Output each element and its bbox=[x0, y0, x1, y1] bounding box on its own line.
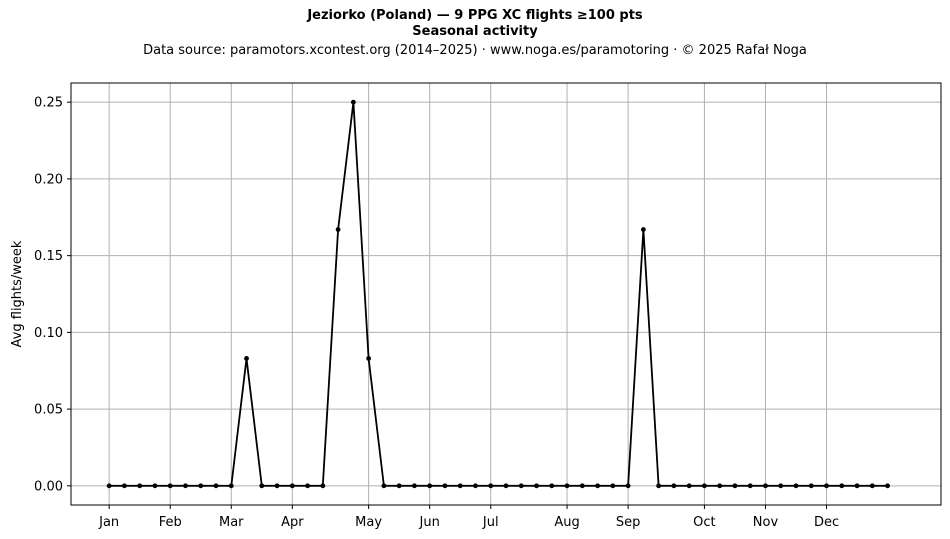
data-point bbox=[732, 483, 738, 489]
data-point bbox=[564, 483, 570, 489]
data-point bbox=[457, 483, 463, 489]
data-point bbox=[717, 483, 723, 489]
data-point bbox=[473, 483, 478, 489]
y-axis-label: Avg flights/week bbox=[10, 240, 25, 347]
x-tick-label: Mar bbox=[219, 515, 244, 530]
x-tick-label: Jul bbox=[482, 515, 499, 530]
data-point bbox=[671, 483, 677, 489]
y-tick-label: 0.25 bbox=[34, 96, 63, 111]
x-axis: Jan Feb Mar Apr May Jun Jul Aug Sep Oct Nov Dec bbox=[98, 505, 839, 530]
data-point bbox=[854, 483, 860, 489]
x-tick-label: Feb bbox=[159, 515, 182, 530]
data-point bbox=[167, 483, 173, 489]
chart-titles: Jeziorko (Poland) — 9 PPG XC flights ≥10… bbox=[0, 8, 950, 59]
data-point bbox=[396, 483, 402, 489]
data-point bbox=[381, 483, 387, 489]
x-tick-label: Jan bbox=[98, 515, 119, 530]
y-axis: 0.00 0.05 0.10 0.15 0.20 0.25 bbox=[34, 96, 71, 494]
x-tick-label: May bbox=[355, 515, 382, 530]
data-point bbox=[656, 483, 662, 489]
chart-source-note: Data source: paramotors.xcontest.org (20… bbox=[143, 43, 807, 58]
x-tick-label: Jun bbox=[419, 515, 440, 530]
plot-frame bbox=[70, 82, 942, 506]
data-point bbox=[305, 483, 310, 489]
chart-subtitle: Seasonal activity bbox=[412, 24, 538, 39]
data-point bbox=[412, 483, 417, 489]
data-point bbox=[320, 483, 326, 489]
x-tick-label: Oct bbox=[693, 515, 715, 530]
data-point bbox=[289, 483, 295, 489]
data-point bbox=[183, 483, 188, 489]
data-point bbox=[702, 483, 707, 489]
data-point bbox=[778, 483, 784, 489]
data-point bbox=[625, 483, 631, 489]
data-point bbox=[549, 483, 555, 489]
data-point bbox=[869, 483, 875, 489]
data-point bbox=[213, 483, 219, 489]
data-point bbox=[198, 483, 204, 489]
data-point bbox=[442, 483, 448, 489]
data-point bbox=[106, 483, 112, 489]
y-tick-label: 0.15 bbox=[34, 249, 63, 264]
grid bbox=[71, 83, 941, 505]
data-point bbox=[824, 483, 829, 489]
data-point bbox=[640, 227, 646, 232]
x-tick-label: Apr bbox=[281, 515, 304, 530]
x-tick-label: Sep bbox=[616, 515, 641, 530]
data-point bbox=[122, 483, 127, 489]
data-point bbox=[885, 483, 890, 489]
y-tick-label: 0.05 bbox=[34, 403, 63, 418]
data-point bbox=[427, 483, 433, 489]
data-point bbox=[228, 483, 234, 489]
x-tick-label: Dec bbox=[814, 515, 839, 530]
data-point bbox=[579, 483, 585, 489]
data-point bbox=[595, 483, 600, 489]
data-point bbox=[152, 483, 158, 489]
data-point bbox=[335, 227, 341, 232]
data-point bbox=[366, 356, 372, 361]
x-tick-label: Nov bbox=[753, 515, 779, 530]
x-tick-label: Aug bbox=[554, 515, 579, 530]
data-point bbox=[244, 356, 249, 361]
data-point bbox=[686, 483, 692, 489]
data-point bbox=[534, 483, 539, 489]
series-group bbox=[106, 99, 890, 489]
data-point bbox=[137, 483, 143, 489]
data-point bbox=[518, 483, 524, 489]
data-point bbox=[274, 483, 280, 489]
data-point bbox=[610, 483, 616, 489]
data-point bbox=[793, 483, 799, 489]
data-point bbox=[808, 483, 814, 489]
data-point bbox=[350, 99, 356, 105]
y-tick-label: 0.20 bbox=[34, 172, 63, 187]
data-point bbox=[259, 483, 265, 489]
y-tick-label: 0.00 bbox=[34, 479, 63, 494]
series-line bbox=[109, 101, 888, 487]
data-point bbox=[747, 483, 753, 489]
chart-title: Jeziorko (Poland) — 9 PPG XC flights ≥10… bbox=[307, 8, 643, 23]
data-point bbox=[763, 483, 768, 489]
data-point bbox=[503, 483, 509, 489]
data-point bbox=[839, 483, 845, 489]
data-point bbox=[488, 483, 494, 489]
y-tick-label: 0.10 bbox=[34, 326, 63, 341]
